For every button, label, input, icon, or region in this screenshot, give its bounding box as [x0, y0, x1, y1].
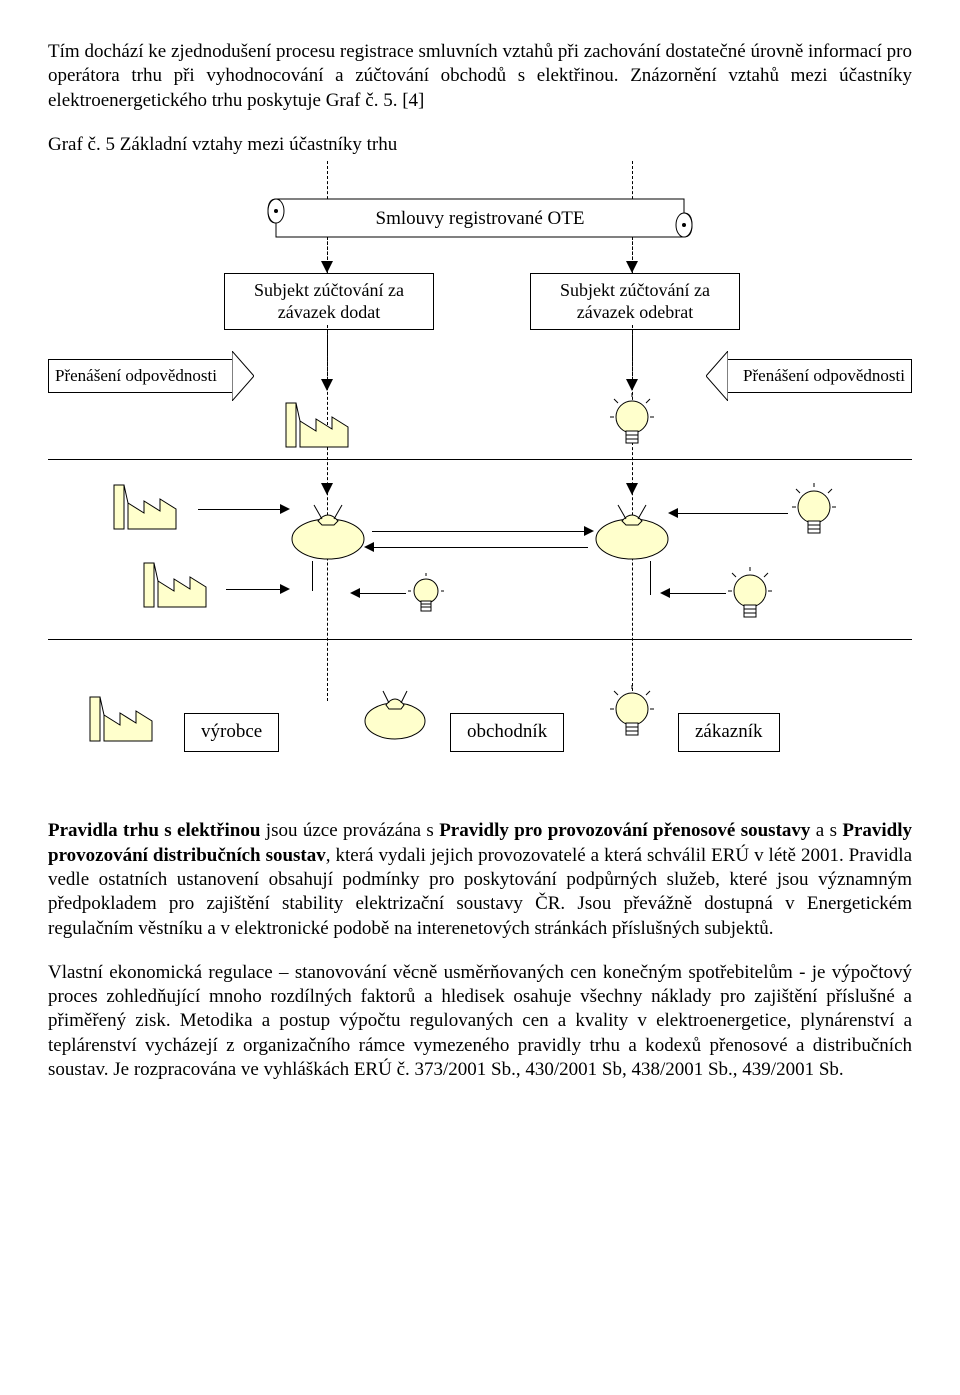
factory-icon — [138, 555, 230, 618]
bulb-icon — [728, 567, 772, 634]
arrow-right-icon — [280, 584, 290, 594]
legend-producer: výrobce — [184, 713, 279, 751]
arrow-left-icon — [668, 508, 678, 518]
trader-icon — [284, 497, 372, 570]
box-subject-supply: Subjekt zúčtování za závazek dodat — [224, 273, 434, 330]
legend-factory-icon — [84, 689, 176, 752]
responsibility-arrow-left: Přenášení odpovědnosti — [706, 351, 912, 401]
legend-trader: obchodník — [450, 713, 564, 751]
bulb-icon — [408, 573, 444, 628]
subject-supply-line2: závazek dodat — [278, 302, 380, 322]
arrow-down-icon — [626, 261, 638, 273]
connector — [198, 509, 284, 510]
connector — [226, 589, 284, 590]
legend-trader-icon — [356, 683, 434, 750]
arrow-left-icon — [350, 588, 360, 598]
connector — [668, 593, 726, 594]
legend-customer: zákazník — [678, 713, 780, 751]
arrow-right-icon — [584, 526, 594, 536]
arrow-left-icon — [660, 588, 670, 598]
diagram-graf5: Smlouvy registrované OTE Subjekt zúčtová… — [48, 161, 912, 801]
connector — [327, 325, 328, 381]
subject-supply-line1: Subjekt zúčtování za — [254, 280, 404, 300]
arrow-down-icon — [321, 261, 333, 273]
bulb-icon — [792, 483, 836, 550]
legend-bulb-icon — [610, 685, 654, 752]
trader-icon — [588, 497, 676, 570]
connector — [358, 593, 406, 594]
connector — [676, 513, 788, 514]
text-span: a s — [810, 820, 842, 841]
intro-paragraph: Tím dochází ke zjednodušení procesu regi… — [48, 40, 912, 113]
bold-span-2: Pravidly pro provozování přenosové soust… — [439, 820, 810, 841]
arrow-down-icon — [321, 379, 333, 391]
rules-paragraph: Pravidla trhu s elektřinou jsou úzce pro… — [48, 819, 912, 941]
scroll-label: Smlouvy registrované OTE — [258, 207, 702, 231]
resp-label-left: Přenášení odpovědnosti — [55, 365, 217, 387]
connector — [312, 561, 313, 591]
text-span: jsou úzce provázána s — [260, 820, 439, 841]
bulb-icon — [610, 393, 654, 460]
arrow-down-icon — [321, 483, 333, 495]
subject-offtake-line1: Subjekt zúčtování za — [560, 280, 710, 300]
connector — [650, 561, 651, 595]
arrow-left-icon — [364, 542, 374, 552]
connector — [632, 325, 633, 381]
figure-caption: Graf č. 5 Základní vztahy mezi účastníky… — [48, 133, 912, 157]
factory-icon — [108, 477, 200, 540]
box-subject-offtake: Subjekt zúčtování za závazek odebrat — [530, 273, 740, 330]
bold-span-1: Pravidla trhu s elektřinou — [48, 820, 260, 841]
connector — [372, 547, 588, 548]
responsibility-arrow-right: Přenášení odpovědnosti — [48, 351, 254, 401]
connector — [372, 531, 588, 532]
resp-label-right: Přenášení odpovědnosti — [743, 365, 905, 387]
hr-line-bottom — [48, 639, 912, 640]
arrow-down-icon — [626, 483, 638, 495]
regulation-paragraph: Vlastní ekonomická regulace – stanovován… — [48, 961, 912, 1083]
scroll-contracts: Smlouvy registrované OTE — [258, 185, 506, 247]
hr-line-top — [48, 459, 912, 460]
factory-icon — [280, 395, 372, 458]
arrow-down-icon — [626, 379, 638, 391]
subject-offtake-line2: závazek odebrat — [577, 302, 693, 322]
arrow-right-icon — [280, 504, 290, 514]
